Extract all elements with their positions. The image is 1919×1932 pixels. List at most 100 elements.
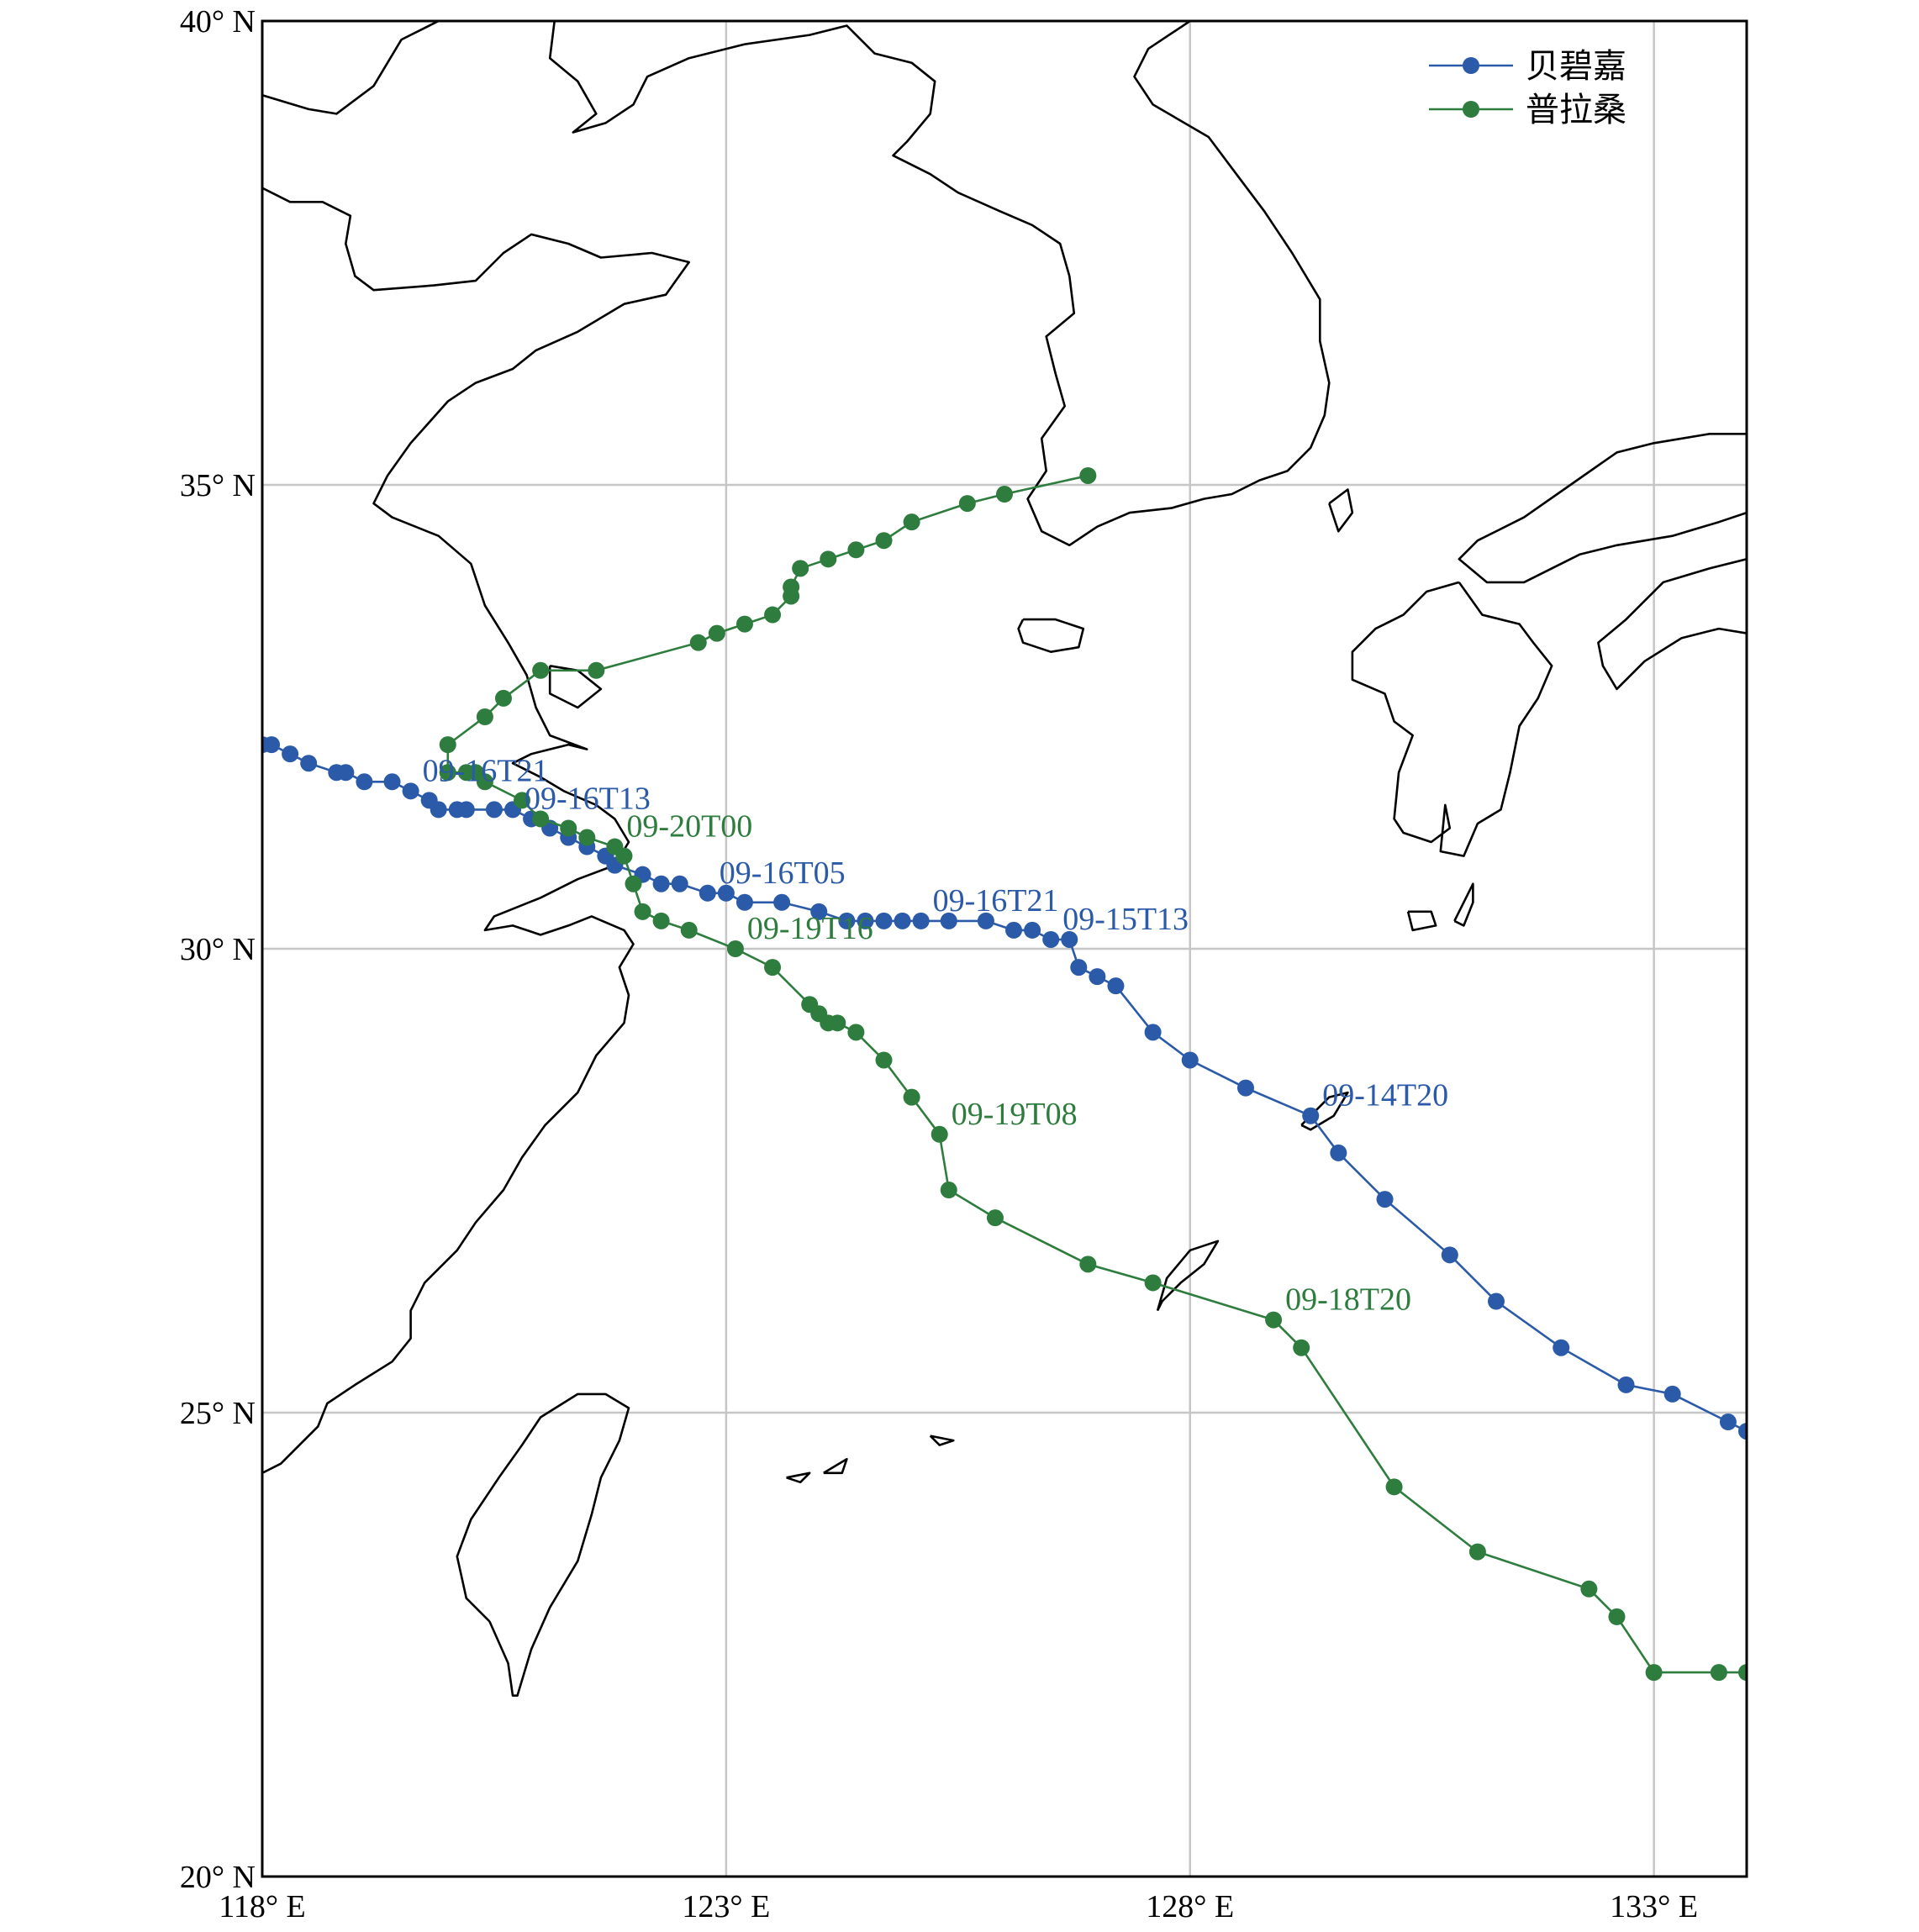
track-point (476, 708, 493, 725)
track-point (875, 912, 893, 929)
track-point (1265, 1311, 1283, 1329)
track-point (1236, 1079, 1254, 1097)
track-point (801, 996, 819, 1013)
track-point (494, 689, 512, 707)
coastline (548, 21, 1331, 547)
track-point (1144, 1274, 1162, 1292)
y-tick-label: 30° N (180, 932, 256, 967)
coastline (1300, 1091, 1349, 1131)
y-tick-label: 40° N (180, 4, 256, 39)
track-point (875, 1051, 893, 1069)
track-point (1042, 930, 1060, 948)
track-point (1089, 968, 1106, 986)
x-tick-label: 133° E (1610, 1889, 1698, 1924)
coastline (786, 1471, 811, 1484)
timestamp-labels: 09-14T2009-15T1309-16T2109-16T0509-16T13… (423, 753, 1449, 1317)
timestamp-label: 09-16T21 (933, 883, 1059, 919)
track-point (958, 495, 976, 513)
track-point (977, 912, 994, 929)
track-point (383, 773, 401, 791)
track-point (1608, 1608, 1626, 1625)
track-point (894, 912, 911, 929)
track-point (773, 893, 791, 911)
track-point (439, 736, 456, 754)
legend-label: 普拉桑 (1526, 91, 1626, 129)
timestamp-label: 09-16T13 (525, 781, 651, 816)
track-point (1144, 1024, 1162, 1041)
track-point (1738, 1423, 1747, 1440)
track-point (735, 615, 753, 633)
x-tick-label: 128° E (1146, 1889, 1234, 1924)
track-point (1070, 959, 1088, 977)
track-point (931, 1125, 948, 1143)
track-point (726, 940, 744, 957)
track-point (1376, 1191, 1394, 1208)
track-line-1 (262, 743, 1747, 1433)
track-point (262, 736, 271, 754)
track-point (1719, 1413, 1737, 1431)
track-point (1024, 921, 1041, 939)
timestamp-label: 09-14T20 (1322, 1078, 1448, 1113)
timestamp-label: 09-20T00 (626, 809, 752, 845)
typhoon-tracks (262, 466, 1747, 1682)
track-point (578, 829, 596, 846)
track-point (810, 903, 828, 920)
track-point (1079, 1256, 1097, 1273)
track-point (671, 875, 688, 892)
track-point (1738, 1664, 1747, 1682)
track-point (1330, 1144, 1347, 1161)
track-point (1107, 977, 1125, 995)
timestamp-label: 09-18T20 (1285, 1282, 1411, 1318)
coastline (1351, 581, 1553, 857)
track-point (847, 541, 865, 559)
timestamp-label: 09-19T16 (747, 911, 873, 946)
track-point (903, 513, 920, 531)
coastline (262, 187, 690, 1474)
track-point (402, 782, 419, 800)
coastline (1458, 433, 1747, 584)
axis-ticks: 118° E 123° E 128° E 133° E 20° N 25° N 30° N 3… (180, 4, 1698, 1924)
y-tick-label: 35° N (180, 468, 256, 503)
track-point (532, 810, 550, 828)
coastline (929, 1435, 955, 1446)
track-point (940, 912, 957, 929)
track-point (903, 1088, 920, 1106)
track-point (420, 792, 438, 809)
track-point (912, 912, 930, 929)
legend-label: 贝碧嘉 (1526, 47, 1626, 85)
timestamp-label: 09-15T13 (1062, 902, 1189, 937)
track-point (783, 578, 800, 596)
track-point (634, 903, 651, 920)
track-point (986, 1209, 1004, 1227)
track-point (1079, 466, 1097, 484)
coastline (1156, 1240, 1220, 1312)
track-line-2 (446, 474, 1747, 1674)
track-point (1645, 1664, 1663, 1682)
track-point (820, 550, 837, 568)
track-point (328, 764, 345, 782)
track-point (1710, 1664, 1727, 1682)
timestamp-label: 09-16T05 (720, 855, 846, 891)
track-point (717, 884, 735, 902)
track-point (940, 1182, 957, 1199)
track-point (838, 912, 856, 929)
track-point (652, 875, 670, 892)
y-tick-label: 20° N (180, 1860, 256, 1895)
y-tick-label: 25° N (180, 1396, 256, 1431)
track-point (699, 884, 716, 902)
track-point (652, 912, 670, 929)
coastline (1406, 910, 1437, 932)
x-tick-label: 123° E (682, 1889, 770, 1924)
x-tick-label: 118° E (219, 1889, 306, 1924)
coastline (1017, 618, 1085, 653)
track-point (625, 875, 642, 892)
track-point (1617, 1376, 1635, 1393)
track-point (457, 764, 475, 782)
coastline (1597, 558, 1747, 691)
coastline (1328, 488, 1354, 533)
track-point (996, 486, 1013, 503)
track-point (792, 560, 809, 577)
timestamp-label: 09-16T21 (423, 753, 549, 788)
track-point (588, 661, 605, 679)
